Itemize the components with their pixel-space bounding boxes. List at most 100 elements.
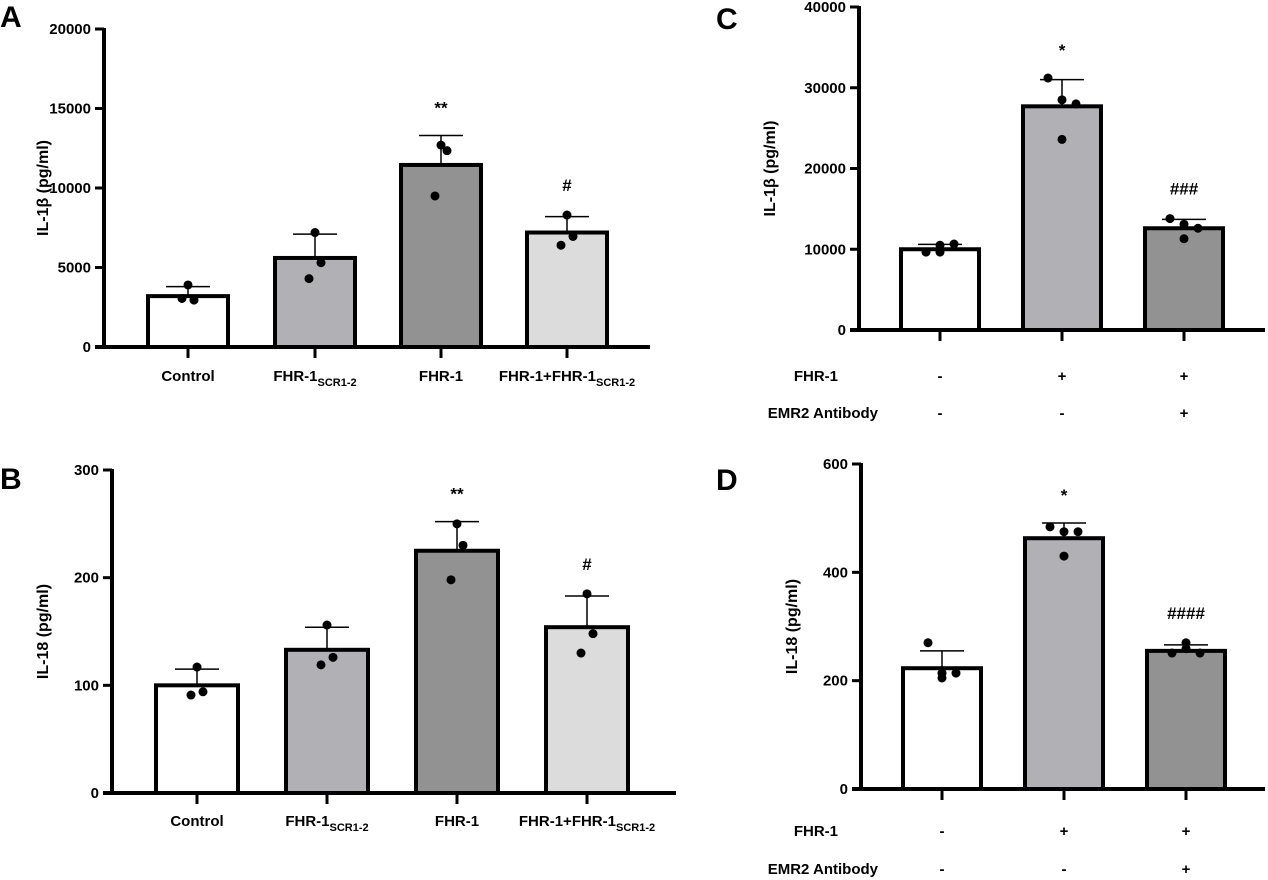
y-tick-label: 600 xyxy=(823,456,848,473)
bar xyxy=(146,294,230,349)
x-tick-label: FHR-1 xyxy=(435,813,479,830)
bar xyxy=(1145,648,1227,791)
y-tick-label: 400 xyxy=(823,564,848,581)
data-point xyxy=(186,690,196,700)
data-point xyxy=(576,648,586,658)
condition-row-label: FHR-1 xyxy=(794,368,838,385)
data-point xyxy=(430,191,440,201)
data-point xyxy=(1179,234,1189,244)
y-tick-label: 20000 xyxy=(804,161,846,178)
data-point xyxy=(436,140,446,150)
x-tick-label: FHR-1SCR1-2 xyxy=(273,368,356,389)
condition-sign: + xyxy=(1182,861,1191,878)
y-tick-label: 100 xyxy=(74,677,99,694)
data-point xyxy=(304,274,314,284)
data-point xyxy=(562,210,572,220)
data-point xyxy=(310,228,320,238)
panel-a: A IL-1β (pg/ml) 0 5000 10000 15000 20000 ** # Con… xyxy=(0,1,650,389)
condition-sign: + xyxy=(1058,368,1067,385)
condition-sign: - xyxy=(938,405,943,422)
bar xyxy=(1023,536,1105,791)
y-tick-label: 5000 xyxy=(58,260,91,277)
data-point xyxy=(1165,214,1175,224)
significance-marker: ### xyxy=(1170,180,1199,199)
panel-letter: C xyxy=(716,3,738,36)
bar xyxy=(284,647,370,796)
data-point xyxy=(588,629,598,639)
data-point xyxy=(923,638,933,648)
y-tick-label: 300 xyxy=(74,462,99,479)
x-tick-label: FHR-1 xyxy=(419,368,463,385)
y-tick-label: 0 xyxy=(91,785,99,802)
data-point xyxy=(1045,522,1055,532)
condition-row-label: EMR2 Antibody xyxy=(768,861,879,878)
bar xyxy=(899,247,981,332)
data-point xyxy=(1181,638,1191,648)
data-point xyxy=(1193,223,1203,233)
significance-marker: # xyxy=(582,555,592,574)
data-point xyxy=(921,247,931,257)
condition-row-label: EMR2 Antibody xyxy=(768,405,879,422)
significance-marker: # xyxy=(562,176,572,195)
data-point xyxy=(1195,648,1205,658)
condition-row-label: FHR-1 xyxy=(794,823,838,840)
x-tick-label: FHR-1+FHR-1SCR1-2 xyxy=(499,368,635,389)
data-point xyxy=(937,668,947,678)
data-point xyxy=(322,620,332,630)
x-tick-label: Control xyxy=(161,368,214,385)
bar xyxy=(901,666,983,791)
condition-sign: + xyxy=(1060,823,1069,840)
bar xyxy=(525,230,609,350)
data-point xyxy=(935,240,945,250)
data-point xyxy=(949,239,959,249)
panel-b: B IL-18 (pg/ml) 0 100 200 300 ** # Control FHR-1S… xyxy=(0,462,676,834)
data-point xyxy=(1043,73,1053,83)
bar xyxy=(273,255,357,349)
data-point xyxy=(1167,648,1177,658)
condition-sign: + xyxy=(1180,405,1189,422)
data-point xyxy=(951,668,961,678)
data-point xyxy=(177,294,187,304)
data-point xyxy=(1057,95,1067,105)
y-tick-label: 200 xyxy=(823,673,848,690)
panel-d: D IL-18 (pg/ml) 0 200 400 600 * #### FHR-1 - + + EMR… xyxy=(716,456,1265,878)
condition-sign: - xyxy=(938,368,943,385)
data-point xyxy=(316,660,326,670)
significance-marker: #### xyxy=(1167,604,1205,623)
panel-letter: B xyxy=(0,463,22,496)
data-point xyxy=(1057,134,1067,144)
data-point xyxy=(458,540,468,550)
x-tick-label: FHR-1+FHR-1SCR1-2 xyxy=(519,813,655,834)
panel-letter: A xyxy=(0,1,22,34)
data-point xyxy=(935,247,945,257)
y-axis-title: IL-1β (pg/ml) xyxy=(35,140,52,236)
data-point xyxy=(1071,99,1081,109)
data-point xyxy=(582,589,592,599)
y-tick-label: 15000 xyxy=(49,101,91,118)
panel-c: C IL-1β (pg/ml) 0 10000 20000 30000 40000 * ### F… xyxy=(716,0,1265,422)
y-tick-label: 0 xyxy=(840,781,848,798)
bar xyxy=(544,625,630,796)
data-point xyxy=(192,662,202,672)
condition-sign: - xyxy=(940,823,945,840)
y-tick-label: 0 xyxy=(838,322,846,339)
y-tick-label: 40000 xyxy=(804,0,846,16)
condition-sign: + xyxy=(1182,823,1191,840)
y-axis-title: IL-1β (pg/ml) xyxy=(762,121,779,217)
y-tick-label: 20000 xyxy=(49,21,91,38)
data-point xyxy=(442,146,452,156)
y-tick-label: 0 xyxy=(83,339,91,356)
bar xyxy=(399,162,483,349)
x-tick-label: Control xyxy=(170,813,223,830)
condition-sign: - xyxy=(940,861,945,878)
bar xyxy=(154,683,240,795)
y-tick-label: 200 xyxy=(74,570,99,587)
data-point xyxy=(568,231,578,241)
data-point xyxy=(1059,527,1069,537)
y-tick-label: 10000 xyxy=(49,180,91,197)
data-point xyxy=(1073,527,1083,537)
x-tick-label: FHR-1SCR1-2 xyxy=(285,813,368,834)
y-axis-title: IL-18 (pg/ml) xyxy=(35,584,52,679)
data-point xyxy=(446,575,456,585)
